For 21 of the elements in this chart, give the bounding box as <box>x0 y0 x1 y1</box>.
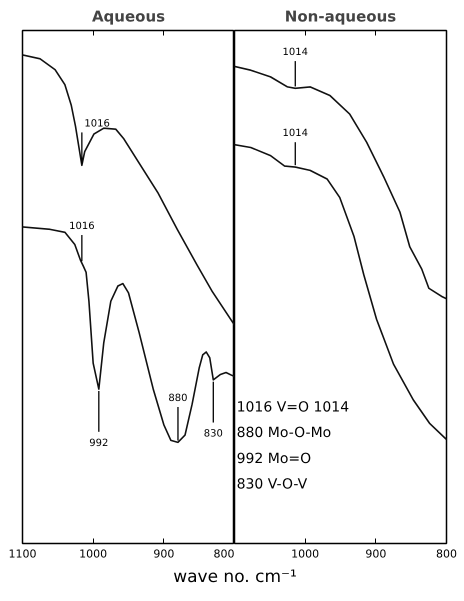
annotation: 830 <box>204 428 223 440</box>
x-tick-label: 800 <box>214 548 235 560</box>
x-tick-label: 900 <box>153 548 174 560</box>
chart-title: Non-aqueous <box>284 8 396 26</box>
x-tick-label: 1000 <box>291 548 320 560</box>
annotation: 1014 <box>282 128 308 140</box>
annotation: 1014 <box>282 46 308 58</box>
chart-title: Aqueous <box>92 8 166 26</box>
annotation: 830 V-O-V <box>236 476 308 493</box>
annotation: 880 <box>168 392 188 404</box>
x-tick-label: 800 <box>436 548 457 560</box>
annotation: 1016 <box>84 118 110 130</box>
x-tick-label: 1100 <box>8 548 37 560</box>
annotation: 880 Mo-O-Mo <box>236 425 332 442</box>
annotation: 1016 <box>69 220 95 232</box>
annotation: 992 <box>89 438 108 449</box>
x-tick-label: 1000 <box>79 548 108 560</box>
x-tick-label: 900 <box>365 548 386 560</box>
annotation: 992 Mo=O <box>236 450 312 467</box>
annotation: 1016 V=O 1014 <box>236 400 350 416</box>
x-axis-title: wave no. cm⁻¹ <box>173 566 297 589</box>
